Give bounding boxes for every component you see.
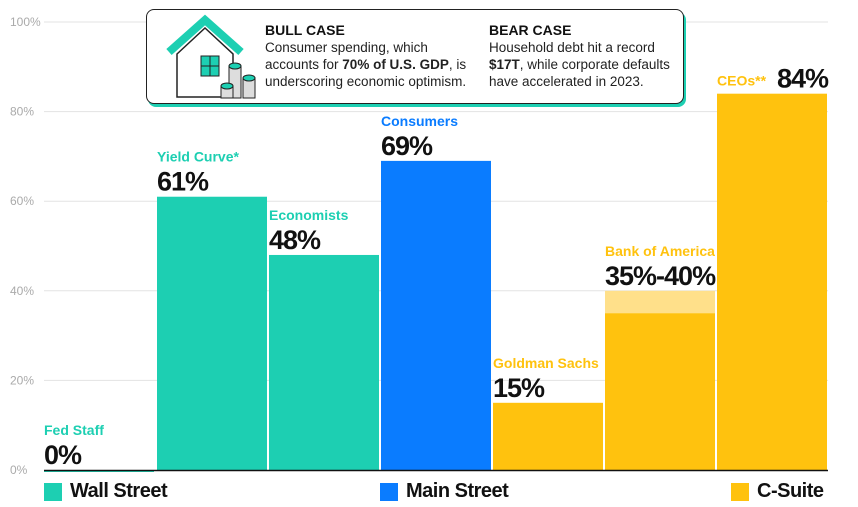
bull-case-title: BULL CASE xyxy=(265,22,345,38)
bar xyxy=(157,196,267,470)
bar-value-label: 61% xyxy=(157,167,209,197)
bar xyxy=(605,313,715,470)
bull-case: BULL CASE Consumer spending, which accou… xyxy=(265,22,466,90)
legend-main-street: Main Street xyxy=(380,480,509,503)
legend-swatch xyxy=(44,482,62,501)
legend-c-suite: C-Suite xyxy=(731,480,824,503)
bar xyxy=(269,254,379,470)
bar-value-label: 15% xyxy=(493,373,545,403)
bar-value-label: 0% xyxy=(44,440,82,470)
text: , while corporate defaults xyxy=(519,57,670,72)
legend-label: C-Suite xyxy=(757,480,824,502)
text: , is xyxy=(448,57,467,72)
bear-case-title: BEAR CASE xyxy=(489,22,572,38)
bar-category-label: Goldman Sachs xyxy=(493,355,599,371)
bar xyxy=(717,93,827,471)
highlight: $17T xyxy=(489,57,520,72)
y-tick-label: 60% xyxy=(10,194,34,208)
legend-swatch xyxy=(380,482,398,501)
bear-line: Household debt hit a record xyxy=(489,40,655,55)
y-tick-label: 0% xyxy=(10,463,28,477)
legend-swatch xyxy=(731,482,749,501)
text: accounts for xyxy=(265,57,343,72)
y-tick-label: 20% xyxy=(10,373,34,387)
bear-line: $17T, while corporate defaults xyxy=(489,56,670,73)
bar-value-label: 69% xyxy=(381,131,433,161)
bull-line: accounts for 70% of U.S. GDP, is xyxy=(265,56,466,73)
bull-line: underscoring economic optimism. xyxy=(265,74,467,89)
bar-value-label: 84% xyxy=(777,64,829,94)
y-tick-label: 80% xyxy=(10,105,34,119)
highlight: 70% of U.S. GDP xyxy=(342,57,449,72)
bar-category-label: Yield Curve* xyxy=(157,149,240,165)
bar-value-label: 48% xyxy=(269,225,321,255)
bear-line: have accelerated in 2023. xyxy=(489,74,644,89)
bar-category-label: CEOs** xyxy=(717,73,767,89)
bar-value-label: 35%-40% xyxy=(605,261,716,291)
bar-category-label: Fed Staff xyxy=(44,422,104,438)
legend-wall-street: Wall Street xyxy=(44,480,168,503)
bar xyxy=(381,160,491,470)
house-coins-icon xyxy=(166,14,256,99)
callout-box: BULL CASE Consumer spending, which accou… xyxy=(146,9,684,104)
bar-category-label: Bank of America xyxy=(605,243,715,259)
y-tick-label: 100% xyxy=(10,15,41,29)
bull-line: Consumer spending, which xyxy=(265,40,428,55)
bar-category-label: Consumers xyxy=(381,113,458,129)
y-tick-label: 40% xyxy=(10,284,34,298)
bar-category-label: Economists xyxy=(269,207,349,223)
bear-case: BEAR CASE Household debt hit a record $1… xyxy=(489,22,670,90)
bar-range xyxy=(605,290,715,314)
legend-label: Main Street xyxy=(406,480,509,502)
legend-label: Wall Street xyxy=(70,480,168,502)
bar xyxy=(493,402,603,470)
